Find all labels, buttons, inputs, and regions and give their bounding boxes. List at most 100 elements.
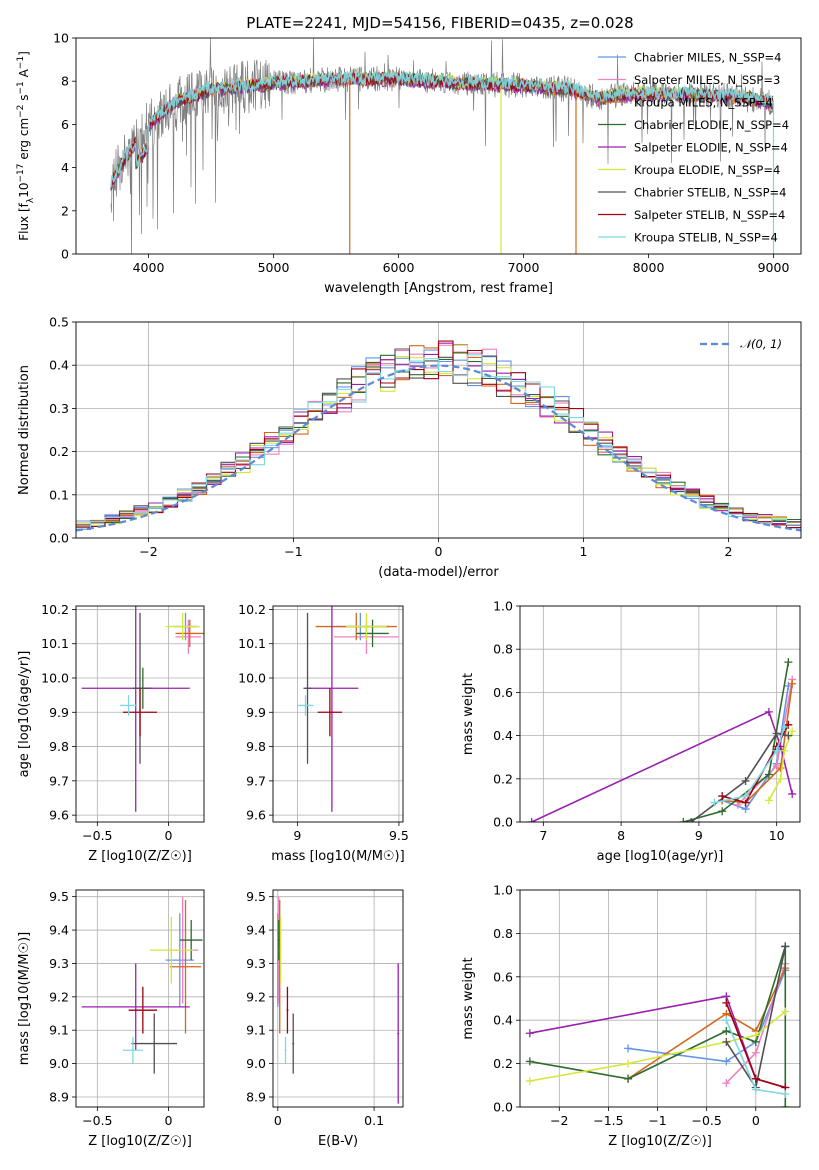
mass-vs-Z-xlabel: Z [log10(Z/Z☉)] bbox=[88, 1134, 192, 1149]
spectrum-frame bbox=[75, 37, 802, 255]
age-vs-mass-ytick-label-4: 10.0 bbox=[238, 671, 266, 686]
mass-vs-Z-point-2 bbox=[169, 900, 202, 1034]
weights-vs-Z-axes: −2 −1.5 −1 −0.5 0 0.0 0.2 0.4 0.6 0.8 1.0 Z [log10(… bbox=[461, 883, 800, 1149]
weights-vs-Z-marker-5-3 bbox=[781, 1007, 790, 1016]
weights-vs-Z-series bbox=[525, 942, 790, 1107]
legend-label-4: Salpeter ELODIE, N_SSP=4 bbox=[634, 141, 788, 155]
age-vs-Z-ylabel: age [log10(age/yr)] bbox=[17, 651, 32, 778]
age-vs-mass-frame bbox=[272, 605, 404, 823]
figure-title: PLATE=2241, MJD=54156, FIBERID=0435, z=0… bbox=[246, 14, 633, 32]
mass-vs-ebv-ytick-label-5: 9.4 bbox=[246, 923, 266, 938]
mass-vs-Z-point-5 bbox=[149, 916, 193, 984]
weights-vs-age-marker-5-0 bbox=[764, 796, 773, 805]
weights-vs-age-xlabel: age [log10(age/yr)] bbox=[597, 849, 724, 864]
mass-vs-Z-point-0 bbox=[165, 913, 195, 1007]
mass-vs-Z-ylabel: mass [log10(M/M☉)] bbox=[17, 932, 32, 1065]
weights-vs-age-series bbox=[527, 658, 797, 822]
mass-vs-ebv-point-5 bbox=[279, 916, 282, 984]
age-vs-mass-ytick-label-2: 9.8 bbox=[246, 739, 266, 754]
weights-vs-age-ytick-label-5: 1.0 bbox=[493, 599, 513, 614]
age-vs-Z-ytick-label-6: 10.2 bbox=[41, 602, 69, 617]
age-vs-Z-axes: −0.5 0 9.6 9.7 9.8 9.9 10.0 10.1 10.2 Z [log10(Z/… bbox=[17, 602, 204, 864]
weights-vs-Z-ytick-label-2: 0.4 bbox=[493, 1013, 513, 1028]
age-vs-mass-ytick-label-5: 10.1 bbox=[238, 636, 266, 651]
age-vs-Z-frame bbox=[75, 605, 205, 823]
weights-vs-Z-marker-4-0 bbox=[525, 1029, 534, 1038]
weights-vs-Z-ytick-label-5: 1.0 bbox=[493, 883, 513, 898]
weights-vs-Z-marker-0-1 bbox=[722, 1057, 731, 1066]
weights-vs-age-marker-6-0 bbox=[687, 818, 696, 822]
spectrum-xtick-label-4: 8000 bbox=[633, 260, 665, 275]
mass-vs-ebv-point-7 bbox=[286, 986, 289, 1034]
weights-vs-age-ylabel: mass weight bbox=[461, 673, 476, 755]
weights-vs-age-axes: 7 8 9 10 0.0 0.2 0.4 0.6 0.8 1.0 age [log10(age/yr… bbox=[461, 599, 800, 864]
legend-label-6: Chabrier STELIB, N_SSP=4 bbox=[634, 186, 786, 200]
residuals-xtick-label-4: 2 bbox=[725, 544, 733, 559]
age-vs-mass-xtick-label-0: 9 bbox=[293, 828, 301, 843]
mass-vs-ebv-point-8 bbox=[284, 1036, 287, 1064]
weights-vs-Z-marker-8-2 bbox=[781, 1089, 790, 1098]
weights-vs-age-marker-6-3 bbox=[784, 731, 793, 740]
age-vs-Z-ytick-label-1: 9.7 bbox=[49, 773, 69, 788]
age-vs-Z-ytick-label-4: 10.0 bbox=[41, 671, 69, 686]
age-vs-Z-ytick-label-5: 10.1 bbox=[41, 636, 69, 651]
residuals-legend: 𝒩(0, 1) bbox=[700, 337, 782, 351]
residuals-ytick-label-5: 0.5 bbox=[49, 315, 69, 330]
age-vs-mass-xtick-label-1: 9.5 bbox=[389, 828, 409, 843]
age-vs-mass-grid bbox=[273, 606, 403, 822]
mass-vs-ebv-grid bbox=[273, 890, 403, 1107]
weights-vs-age-marker-5-2 bbox=[780, 746, 789, 755]
weights-vs-Z-marker-6-2 bbox=[781, 942, 790, 951]
weights-vs-age-frame bbox=[519, 605, 801, 823]
weights-vs-Z-marker-5-0 bbox=[525, 1076, 534, 1085]
mass-vs-ebv-xtick-label-0: 0 bbox=[274, 1113, 282, 1128]
residuals-ytick-label-2: 0.2 bbox=[49, 444, 69, 459]
legend-label-5: Kroupa ELODIE, N_SSP=4 bbox=[634, 163, 780, 177]
weights-vs-age-marker-3-1 bbox=[718, 807, 727, 816]
age-vs-mass-xlabel: mass [log10(M/M☉)] bbox=[271, 849, 404, 864]
spectrum-legend: Chabrier MILES, N_SSP=4 Salpeter MILES, N… bbox=[598, 51, 789, 245]
age-vs-mass-point-5 bbox=[346, 612, 387, 641]
residuals-ytick-label-4: 0.4 bbox=[49, 358, 69, 373]
weights-vs-age-marker-3-3 bbox=[784, 658, 793, 667]
weights-vs-age-marker-3-0 bbox=[679, 818, 688, 822]
spectrum-xtick-label-3: 7000 bbox=[508, 260, 540, 275]
age-vs-Z-ytick-label-3: 9.9 bbox=[49, 705, 69, 720]
weights-vs-age-marker-4-1 bbox=[764, 707, 773, 716]
age-vs-Z-point-5 bbox=[165, 612, 200, 641]
mass-vs-Z-point-7 bbox=[128, 986, 158, 1034]
mass-vs-ebv-frame bbox=[272, 889, 404, 1108]
weights-vs-Z-marker-0-0 bbox=[624, 1044, 633, 1053]
mass-vs-ebv-point-6 bbox=[292, 1013, 295, 1074]
age-vs-Z-series bbox=[81, 606, 204, 812]
weights-vs-Z-marker-7-0 bbox=[722, 998, 731, 1007]
weights-vs-age-series-5 bbox=[768, 731, 793, 801]
residuals-hist-8 bbox=[76, 354, 801, 530]
mass-vs-Z-ytick-label-5: 9.4 bbox=[49, 923, 69, 938]
weights-vs-Z-marker-3-5 bbox=[781, 1103, 790, 1107]
spectrum-ytick-label-3: 6 bbox=[61, 117, 69, 132]
weights-vs-Z-xtick-label-1: −1.5 bbox=[593, 1113, 623, 1128]
age-vs-mass-point-4 bbox=[305, 606, 359, 812]
weights-vs-age-marker-8-3 bbox=[780, 722, 789, 731]
weights-vs-age-marker-4-0 bbox=[527, 818, 536, 822]
legend-label-2: Kroupa MILES, N_SSP=4 bbox=[634, 96, 773, 110]
age-vs-mass-ytick-label-3: 9.9 bbox=[246, 705, 266, 720]
mass-vs-Z-ytick-label-4: 9.3 bbox=[49, 956, 69, 971]
weights-vs-Z-marker-5-2 bbox=[751, 1031, 760, 1040]
age-vs-Z-ytick-label-2: 9.8 bbox=[49, 739, 69, 754]
mass-vs-ebv-ytick-label-4: 9.3 bbox=[246, 956, 266, 971]
age-vs-mass-point-3 bbox=[356, 619, 389, 648]
spectrum-ylabel: Flux [fλ10−17 erg cm−2 s−1 A−1] bbox=[16, 51, 36, 241]
weights-vs-Z-ytick-label-1: 0.2 bbox=[493, 1056, 513, 1071]
spectrum-xtick-label-2: 6000 bbox=[383, 260, 415, 275]
residuals-series bbox=[76, 340, 801, 532]
age-vs-mass-axes: 9 9.5 9.6 9.7 9.8 9.9 10.0 10.1 10.2 mass [log10(… bbox=[238, 602, 409, 864]
weights-vs-age-marker-5-3 bbox=[788, 727, 797, 736]
mass-vs-ebv-ytick-label-1: 9.0 bbox=[246, 1056, 266, 1071]
age-vs-mass-point-8 bbox=[297, 695, 314, 716]
legend-label-8: Kroupa STELIB, N_SSP=4 bbox=[634, 231, 778, 245]
mass-vs-Z-point-6 bbox=[131, 1013, 177, 1074]
weights-vs-age-marker-2-2 bbox=[776, 764, 785, 772]
weights-vs-age-xtick-label-0: 7 bbox=[539, 828, 547, 843]
